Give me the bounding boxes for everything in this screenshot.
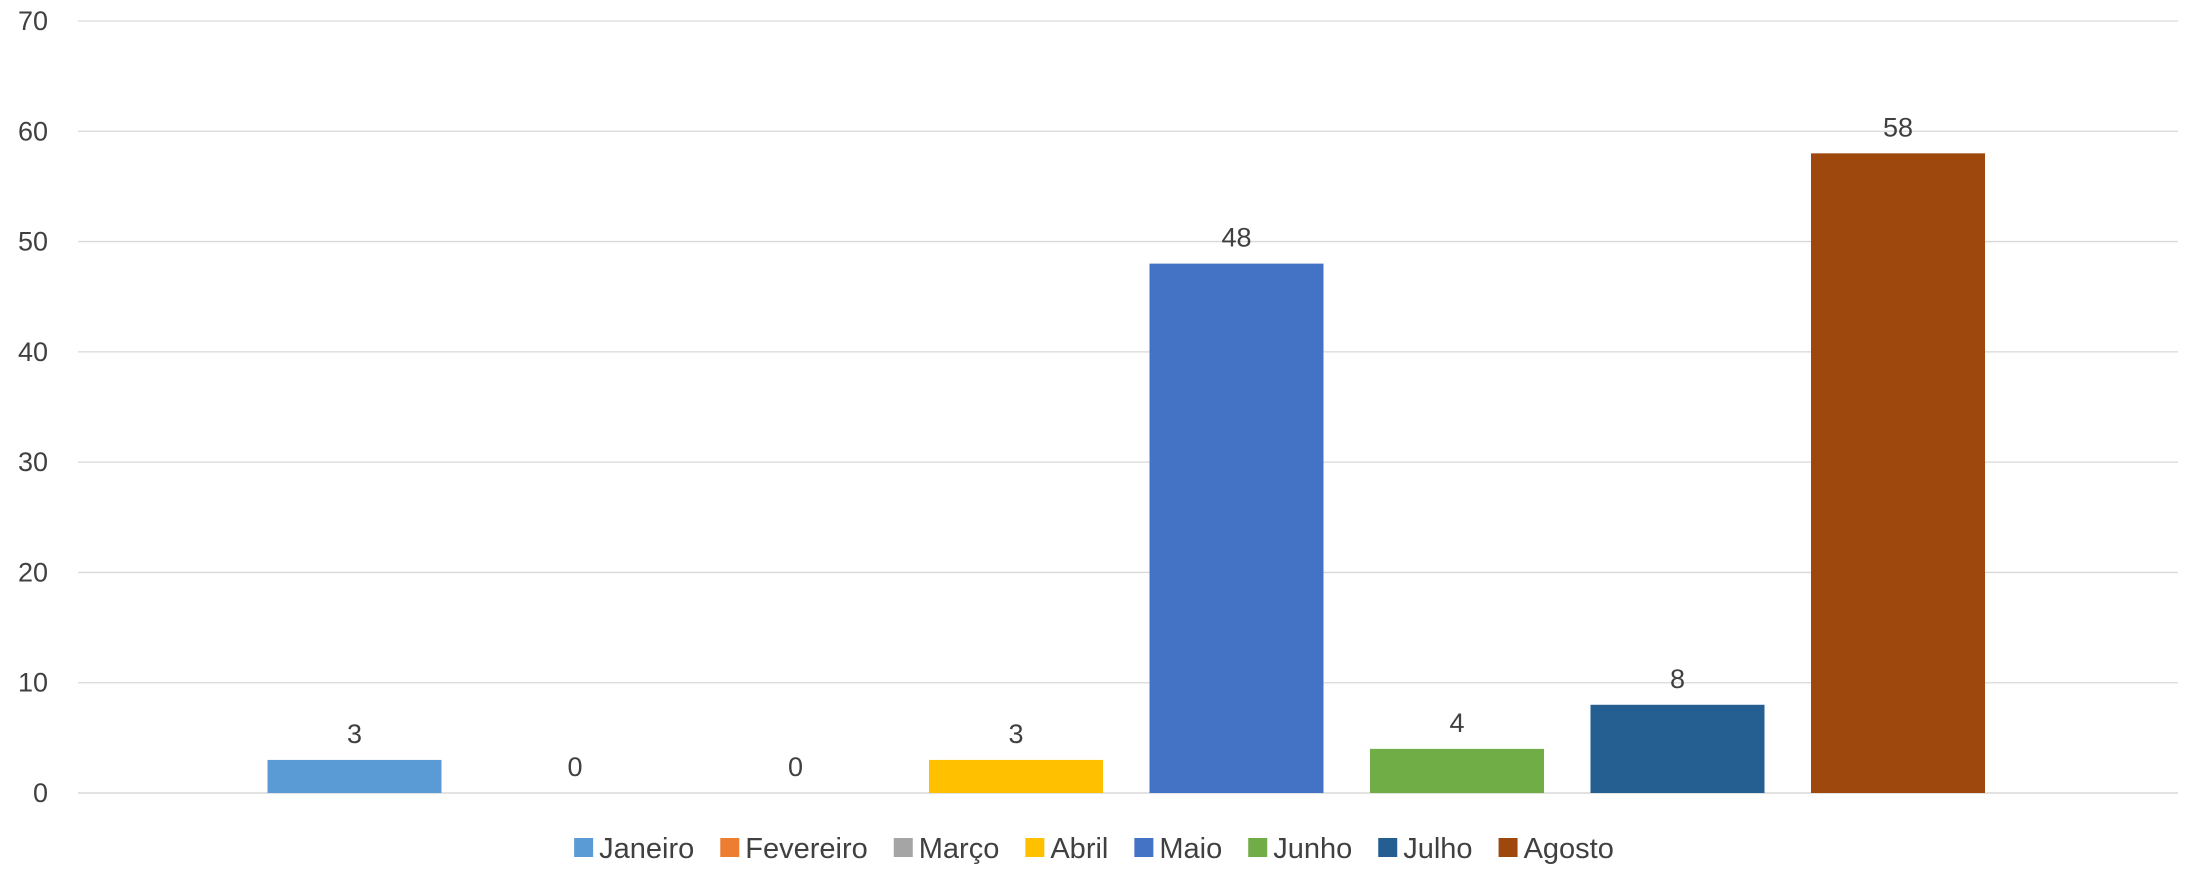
bar-maio [1149,263,1324,794]
y-tick-label: 60 [18,116,48,146]
legend-label: Maio [1159,833,1222,865]
legend-label: Agosto [1524,833,1614,865]
legend-item-junho: Junho [1248,833,1352,865]
y-tick-label: 40 [18,337,48,367]
legend: Janeiro Fevereiro Março Abril Maio Junho Julho… [574,833,1614,865]
data-label: 3 [1008,719,1023,749]
bar-agosto [1811,153,1985,794]
y-tick-label: 50 [18,227,48,257]
legend-item-março: Março [893,833,1000,865]
data-label: 3 [347,719,362,749]
legend-item-abril: Abril [1025,833,1108,865]
legend-item-agosto: Agosto [1498,833,1614,865]
legend-label: Abril [1050,833,1108,865]
y-tick-label: 30 [18,447,48,477]
y-tick-label: 20 [18,557,48,587]
data-label: 4 [1449,708,1464,738]
bar-janeiro [267,759,442,793]
y-axis-tick-labels: 0 10 20 30 40 50 60 70 [18,6,48,808]
y-tick-label: 70 [18,6,48,36]
data-label: 58 [1883,112,1913,142]
legend-swatch [720,838,740,857]
y-tick-label: 0 [33,778,48,808]
y-tick-label: 10 [18,668,48,698]
legend-label: Julho [1403,833,1472,865]
bar-julho [1590,704,1765,793]
legend-item-fevereiro: Fevereiro [720,833,868,865]
legend-swatch [1378,838,1398,857]
bar-junho [1370,748,1544,793]
legend-label: Fevereiro [745,833,868,865]
legend-swatch [1248,838,1268,857]
legend-item-janeiro: Janeiro [574,833,694,865]
bar-abril [929,759,1103,793]
legend-label: Junho [1273,833,1352,865]
data-label: 8 [1670,664,1685,694]
data-label: 0 [567,752,582,782]
legend-swatch [893,838,913,857]
legend-swatch [1134,838,1154,857]
data-label: 0 [788,752,803,782]
legend-swatch [574,838,594,857]
legend-label: Janeiro [599,833,694,865]
legend-item-julho: Julho [1378,833,1473,865]
legend-swatch [1498,838,1518,857]
bars [267,153,1985,794]
data-label: 48 [1221,223,1251,253]
legend-item-maio: Maio [1134,833,1222,865]
gridlines [78,20,2178,794]
legend-swatch [1025,838,1045,857]
legend-label: Março [919,833,1000,865]
